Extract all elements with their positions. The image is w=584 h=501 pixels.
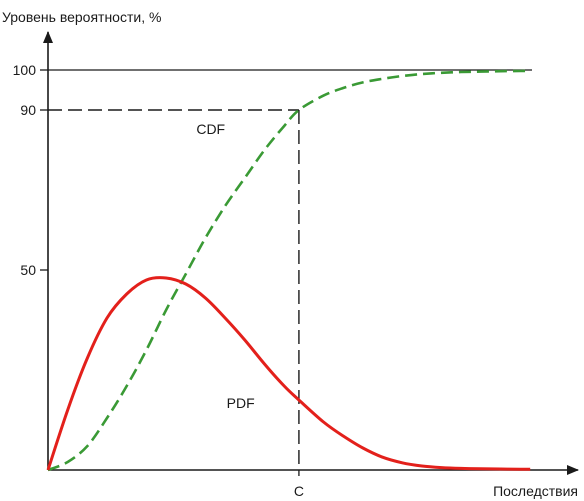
- series-pdf-line: [46, 276, 531, 471]
- series-layer: [46, 69, 531, 472]
- annotation-cdf: CDF: [196, 121, 225, 137]
- y-ticks: 50 90 100: [13, 62, 48, 278]
- y-tick-label: 50: [20, 262, 36, 278]
- y-tick-label: 90: [20, 102, 36, 118]
- y-axis-label: Уровень вероятности, %: [2, 9, 161, 25]
- y-tick-label: 100: [13, 62, 37, 78]
- series-cdf-line: [47, 69, 531, 472]
- x-tick-label: C: [294, 483, 304, 499]
- x-axis-label: Последствия: [493, 483, 578, 499]
- reference-lines: [48, 69, 532, 470]
- annotation-pdf: PDF: [227, 395, 255, 411]
- annotations: CDF PDF: [196, 121, 254, 411]
- x-ticks: C: [294, 470, 304, 499]
